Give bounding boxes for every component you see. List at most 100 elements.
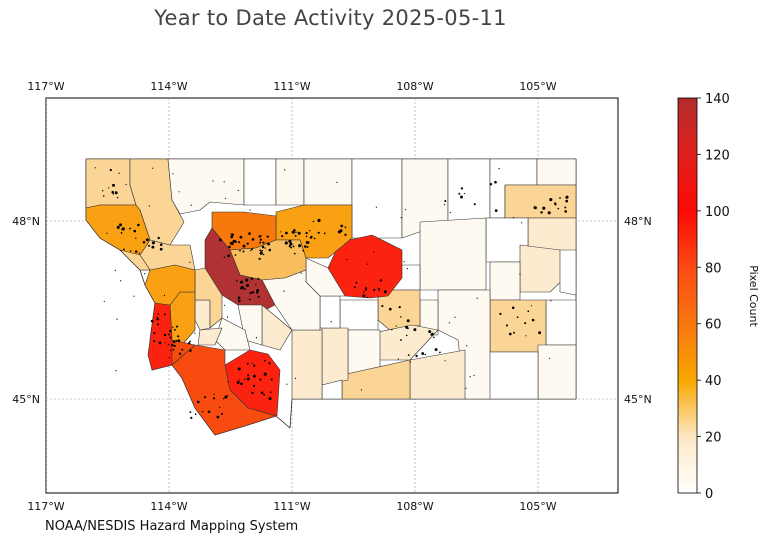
fire-point (224, 395, 228, 399)
lon-label: 108°W (396, 500, 433, 513)
fire-point (227, 381, 229, 383)
fire-point (237, 296, 241, 300)
lat-label: 45°N (624, 393, 652, 406)
fire-point (159, 243, 163, 246)
fire-point (158, 341, 162, 345)
fire-point (415, 354, 418, 358)
fire-point (133, 229, 137, 233)
fire-point (242, 250, 245, 253)
fire-point (168, 356, 171, 359)
fire-point (255, 337, 258, 339)
county-fallon (545, 299, 577, 346)
fire-point (227, 254, 230, 258)
fire-point (378, 290, 380, 292)
fire-point (246, 242, 249, 245)
fire-point (513, 331, 515, 334)
fire-point (405, 325, 409, 329)
fire-point (297, 231, 301, 235)
county-blaine (351, 158, 403, 239)
fire-point (549, 198, 553, 202)
fire-point (366, 296, 369, 299)
fire-point (230, 233, 232, 235)
fire-point (256, 291, 259, 294)
colorbar-tick-label: 80 (705, 261, 722, 276)
fire-point (498, 168, 500, 170)
fire-detection-points (94, 167, 569, 420)
county-golden-valley (339, 299, 379, 331)
lon-label: 117°W (27, 80, 64, 93)
fire-point (173, 328, 176, 331)
fire-point (237, 189, 239, 192)
fire-point (134, 250, 138, 253)
fire-point (260, 391, 264, 395)
fire-point (237, 367, 241, 371)
fire-point (424, 353, 427, 356)
fire-point (284, 169, 286, 171)
fire-point (295, 231, 297, 234)
fire-point (259, 241, 262, 244)
fire-point (458, 192, 461, 195)
fire-point (181, 348, 184, 351)
fire-point (102, 195, 105, 197)
fire-point (219, 406, 221, 408)
fire-point (152, 167, 154, 169)
fire-point (250, 277, 254, 280)
county-wheatland (319, 295, 341, 329)
fire-point (466, 345, 468, 347)
fire-point (117, 227, 120, 230)
fire-point (189, 349, 192, 352)
fire-point (292, 245, 295, 248)
fire-point (266, 235, 269, 238)
county-powder-river (485, 351, 539, 400)
fire-point (454, 316, 456, 318)
colorbar-tick-label: 0 (705, 487, 713, 502)
county-carter (537, 344, 577, 400)
fire-point (238, 241, 241, 244)
fire-point (129, 250, 132, 252)
fire-point (223, 304, 226, 306)
fire-point (403, 261, 405, 263)
county-cascade (261, 269, 321, 331)
lon-labels-top: 117°W 114°W 111°W 108°W 105°W (27, 80, 556, 93)
lon-label: 111°W (273, 80, 310, 93)
fire-point (449, 211, 451, 214)
fire-point (163, 313, 166, 316)
fire-point (565, 195, 569, 199)
fire-point (239, 249, 241, 252)
fire-point (313, 237, 316, 240)
fire-point (364, 288, 368, 291)
fire-point (156, 323, 159, 326)
fire-point (235, 280, 238, 282)
fire-point (430, 333, 433, 336)
fire-point (540, 211, 543, 214)
fire-point (175, 325, 179, 328)
fire-point (564, 210, 568, 213)
fire-point (270, 378, 273, 381)
fire-point (400, 339, 402, 341)
fire-point (212, 180, 214, 182)
fire-point (267, 242, 270, 246)
lat-labels-left: 48°N 45°N (12, 215, 40, 406)
fire-point (245, 278, 249, 282)
fire-point (400, 217, 402, 219)
fire-point (448, 322, 450, 324)
fire-point (533, 206, 537, 210)
fire-point (310, 235, 313, 239)
fire-point (167, 343, 170, 346)
fire-point (290, 246, 293, 249)
fire-point (433, 336, 435, 339)
county-layer (85, 158, 577, 436)
fire-point (365, 286, 367, 289)
fire-point (202, 411, 204, 413)
fire-point (444, 360, 446, 362)
fire-point (230, 242, 234, 246)
fire-point (353, 286, 356, 289)
fire-point (373, 251, 375, 253)
fire-point (494, 209, 498, 212)
fire-point (550, 300, 552, 302)
fire-point (157, 236, 160, 240)
fire-point (391, 328, 393, 331)
fire-point (516, 316, 519, 319)
fire-point (360, 389, 363, 391)
fire-point (251, 391, 254, 395)
